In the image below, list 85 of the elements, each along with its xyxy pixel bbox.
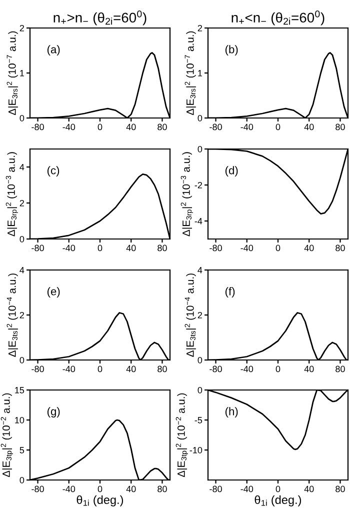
x-tick-label: -40 <box>62 244 76 252</box>
y-tick-label: 2 <box>198 312 202 318</box>
y-tick-label: 0 <box>20 476 24 484</box>
y-tick-label: 4 <box>198 267 202 274</box>
y-tick-label: 2 <box>198 24 202 32</box>
x-tick-label: 40 <box>304 244 314 252</box>
y-tick-label: 2 <box>20 312 24 318</box>
annotation: (e) <box>47 287 60 298</box>
x-tick-label: 80 <box>158 124 167 130</box>
x-tick-label: 40 <box>304 486 314 492</box>
y-tick-label: -2 <box>194 182 202 188</box>
x-tick-label: 0 <box>98 124 102 130</box>
x-tick-label: 0 <box>276 366 280 372</box>
x-tick-label: 80 <box>158 366 167 372</box>
y-tick-label: 1 <box>198 70 202 76</box>
y-tick-label: 5 <box>20 447 24 454</box>
x-tick-label: -80 <box>210 124 222 130</box>
annotation: (b) <box>225 45 238 56</box>
x-tick-label: -40 <box>240 486 254 492</box>
x-tick-label: 80 <box>336 486 345 492</box>
x-tick-label: -80 <box>210 486 222 492</box>
x-tick-label: -40 <box>240 366 254 372</box>
y-tick-label: -10 <box>190 446 202 454</box>
y-axis-title: Δ|E$_{3rp}$|$^{2}$ (10$^{−3}$ a.u.) <box>6 152 18 236</box>
y-tick-label: 0 <box>198 114 202 122</box>
x-tick-label: -80 <box>210 366 222 372</box>
y-tick-label: 0 <box>198 386 202 394</box>
x-tick-label: -80 <box>32 486 44 492</box>
y-tick-label: 10 <box>15 416 24 424</box>
x-tick-label: -40 <box>62 124 76 130</box>
y-axis-title: Δ|E$_{3rs}$|$^{2}$ (10$^{−7}$ a.u.) <box>6 31 18 116</box>
x-tick-label: 0 <box>98 366 102 372</box>
x-tick-label: 40 <box>126 486 136 492</box>
y-tick-label: 2 <box>20 24 24 32</box>
y-axis-title: Δ|E$_{3rs}$|$^{2}$ (10$^{−7}$ a.u.) <box>184 31 196 116</box>
annotation: (d) <box>225 166 238 176</box>
x-tick-label: -40 <box>62 486 76 492</box>
y-axis-title: Δ|E$_{3ts}$|$^{2}$ (10$^{−4}$ a.u.) <box>6 274 18 357</box>
y-tick-label: 0 <box>198 146 202 152</box>
x-tick-label: 0 <box>276 124 280 130</box>
annotation: (c) <box>47 166 60 176</box>
x-tick-label: -80 <box>32 244 44 252</box>
x-axis-title: θ$_{1i}$ (deg.) <box>254 495 302 506</box>
annotation: (g) <box>47 407 60 418</box>
x-tick-label: 40 <box>304 124 314 130</box>
annotation: (f) <box>225 287 235 298</box>
x-tick-label: 0 <box>98 486 102 492</box>
y-tick-label: 4 <box>20 164 24 170</box>
y-tick-label: 2 <box>20 200 24 206</box>
x-axis-title: θ$_{1i}$ (deg.) <box>76 495 124 506</box>
y-tick-label: 0 <box>20 356 24 364</box>
x-tick-label: 80 <box>336 124 345 130</box>
y-tick-label: -5 <box>194 417 202 424</box>
x-tick-label: 80 <box>158 486 167 492</box>
x-tick-label: 80 <box>158 244 167 252</box>
y-tick-label: 4 <box>20 267 24 274</box>
x-tick-label: -40 <box>240 244 254 252</box>
x-tick-label: 40 <box>304 366 314 372</box>
x-tick-label: -80 <box>32 366 44 372</box>
x-tick-label: 40 <box>126 124 136 130</box>
chart-title: n$_{+}$>n$_{−}$ (θ$_{2i}$=60$^{0}$) <box>54 10 146 26</box>
x-tick-label: -80 <box>32 124 44 130</box>
x-tick-label: 80 <box>336 366 345 372</box>
x-tick-label: 40 <box>126 244 136 252</box>
annotation: (h) <box>225 407 238 418</box>
y-axis-title: Δ|E$_{3tp}$|$^{2}$ (10$^{−2}$ a.u.) <box>0 393 13 478</box>
x-tick-label: -40 <box>62 366 76 372</box>
y-axis-title: Δ|E$_{3tp}$|$^{2}$ (10$^{−2}$ a.u.) <box>176 393 188 478</box>
y-tick-label: 0 <box>20 114 24 122</box>
x-tick-label: 80 <box>336 244 345 252</box>
y-tick-label: -4 <box>194 218 202 224</box>
annotation: (a) <box>47 45 60 56</box>
x-tick-label: 0 <box>276 486 280 492</box>
y-tick-label: 0 <box>198 356 202 364</box>
x-tick-label: 40 <box>126 366 136 372</box>
chart-title: n$_{+}$<n$_{−}$ (θ$_{2i}$=60$^{0}$) <box>232 10 324 26</box>
x-tick-label: 0 <box>276 244 280 252</box>
y-tick-label: 15 <box>15 387 24 394</box>
y-axis-title: Δ|E$_{3rp}$|$^{2}$ (10$^{−3}$ a.u.) <box>180 152 193 236</box>
x-tick-label: 0 <box>98 244 102 252</box>
y-tick-label: 1 <box>20 70 24 76</box>
x-tick-label: -40 <box>240 124 254 130</box>
y-tick-label: 0 <box>20 236 24 242</box>
x-tick-label: -80 <box>210 244 222 252</box>
y-axis-title: Δ|E$_{3ts}$|$^{2}$ (10$^{−4}$ a.u.) <box>184 274 196 357</box>
